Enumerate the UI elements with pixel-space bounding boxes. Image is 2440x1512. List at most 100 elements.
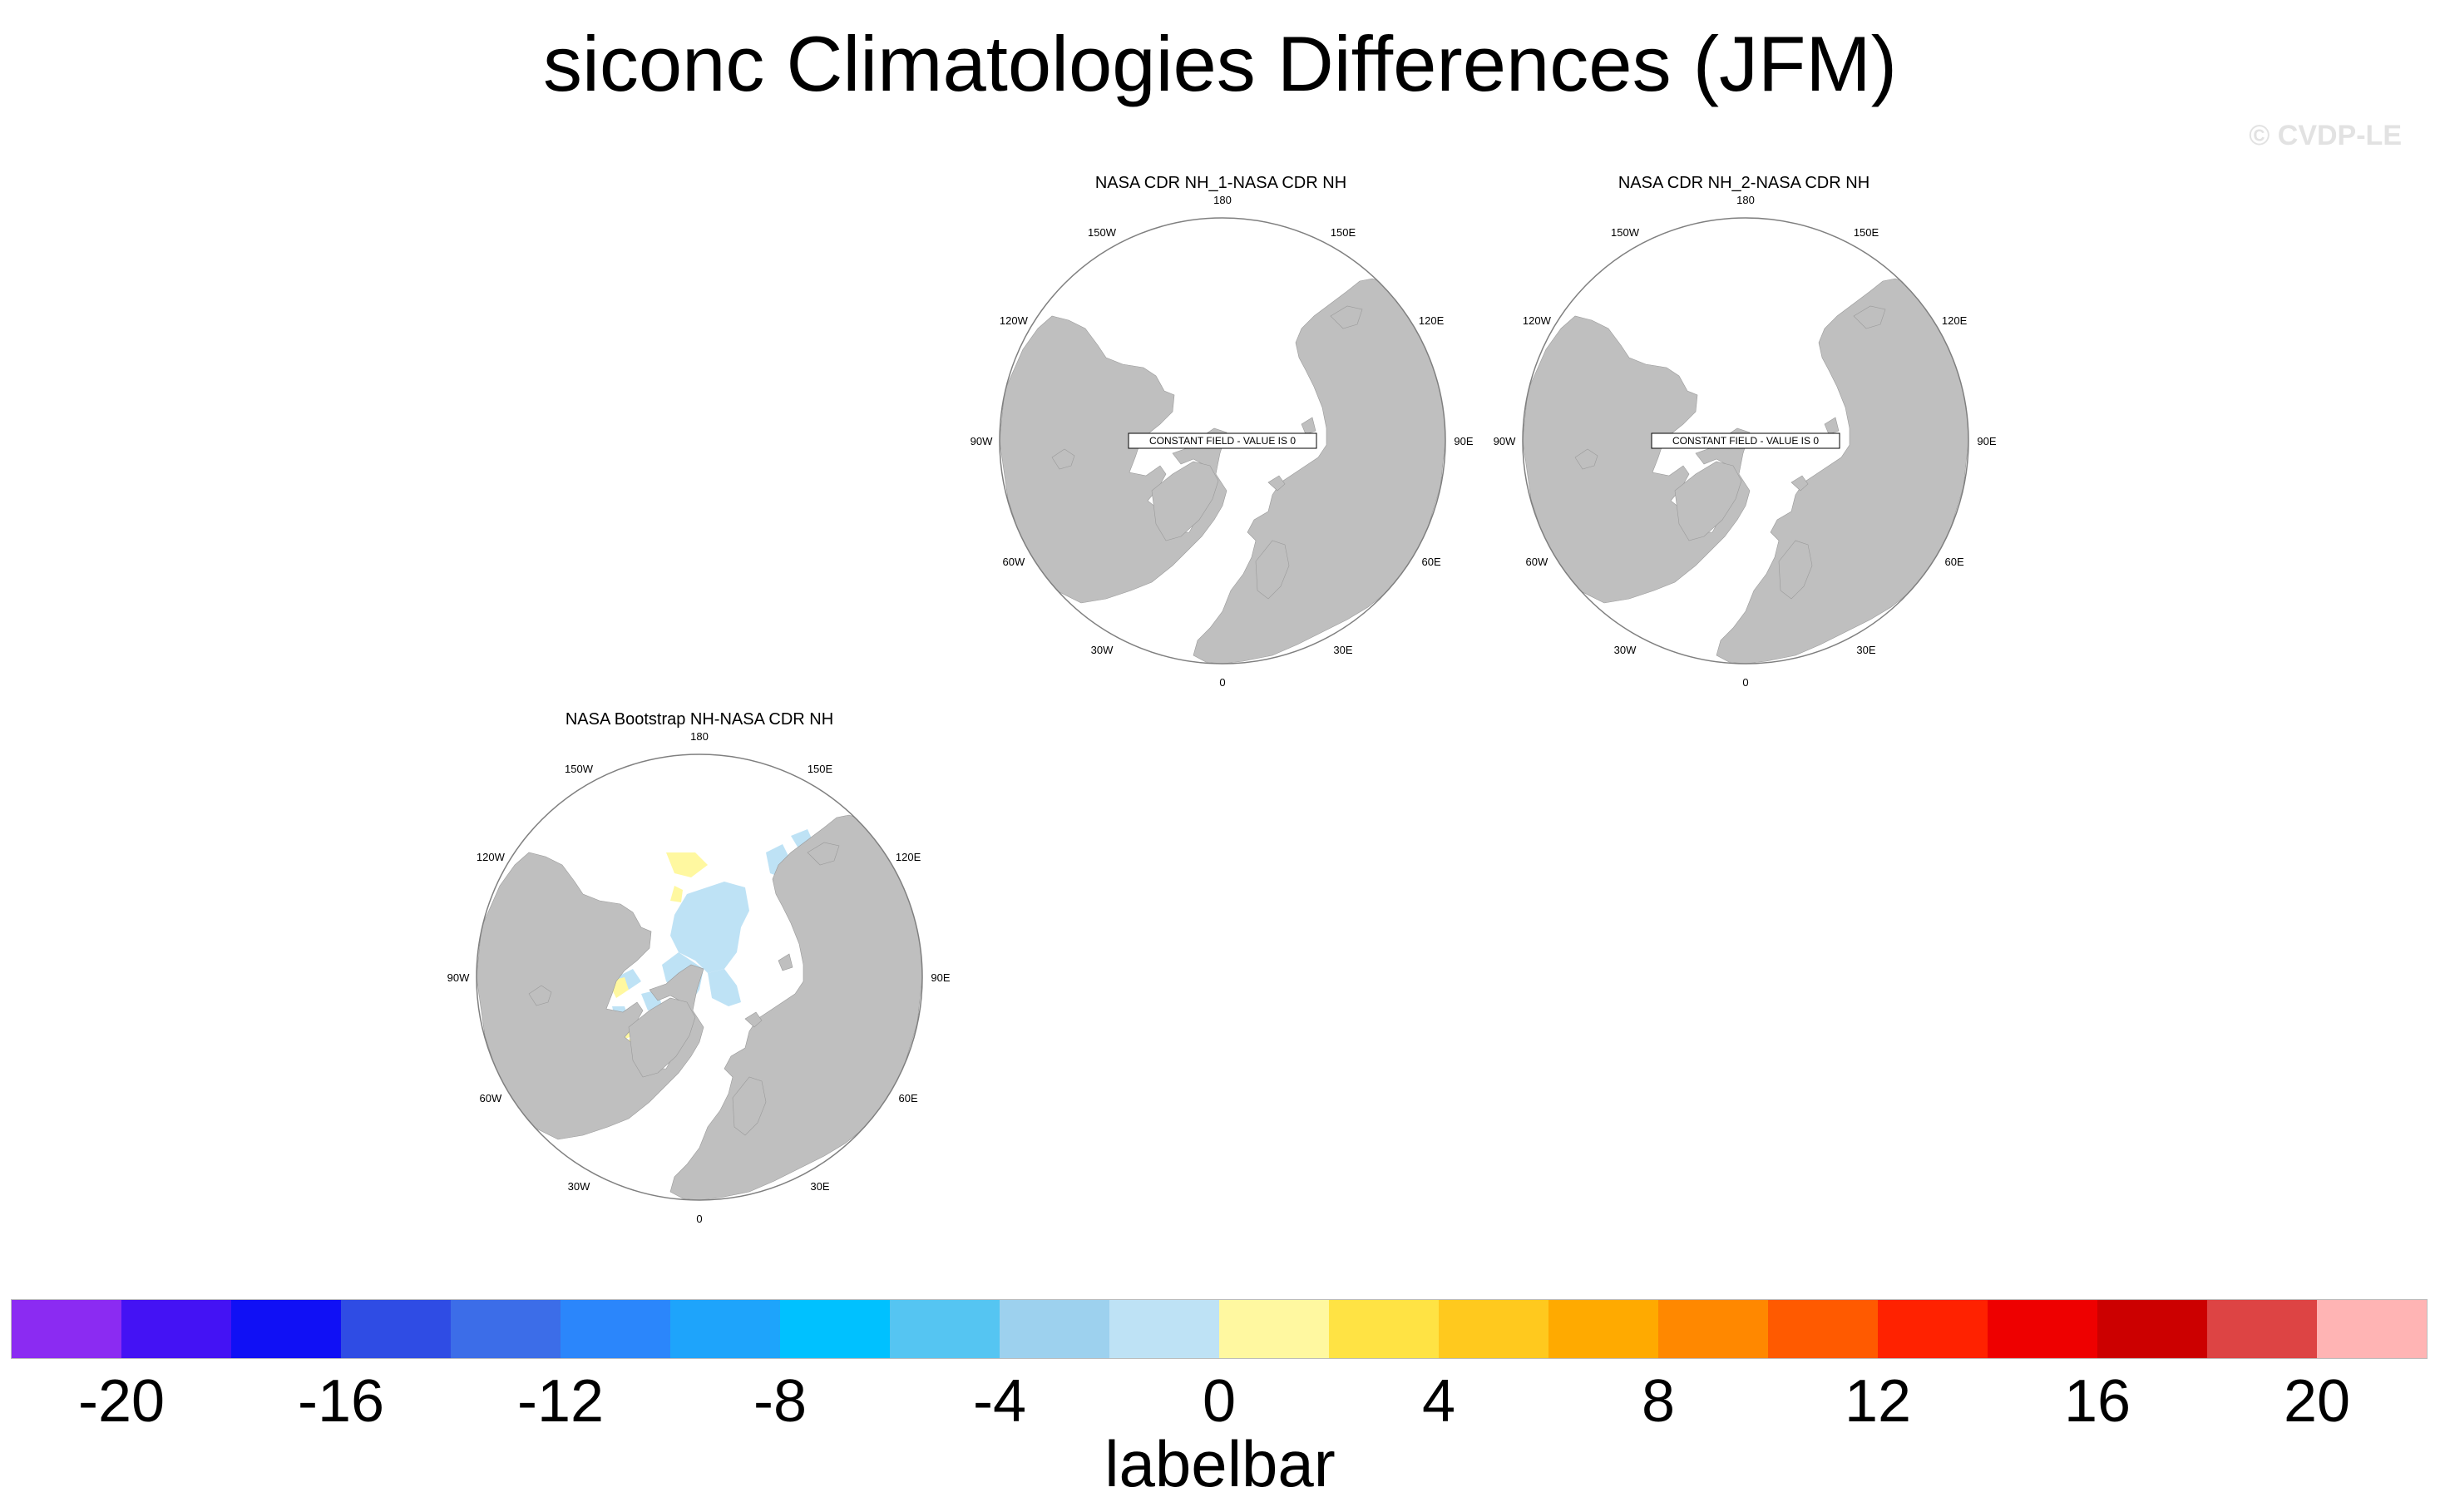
labelbar-swatch [670, 1300, 780, 1358]
land-mass [1674, 461, 1742, 541]
labelbar-swatch [1109, 1300, 1219, 1358]
land-mass [1778, 540, 1813, 600]
longitude-label: 150E [808, 763, 833, 775]
labelbar-swatch [1658, 1300, 1768, 1358]
land-mass [744, 1011, 763, 1028]
longitude-label: 120W [1523, 314, 1552, 327]
labelbar-swatch [2097, 1300, 2207, 1358]
land-mass [1301, 417, 1316, 435]
polar-map-cdr-nh2: 180 150E 120E 90E 60E 30E 0 30W 60W 90W 120W 150W CO… [1494, 194, 1997, 689]
longitude-label: 90E [1977, 435, 1996, 447]
labelbar-tick-label: -16 [297, 1368, 385, 1435]
longitude-label: 150E [1854, 226, 1879, 239]
land-mass [628, 997, 696, 1078]
longitude-label: 60W [1526, 556, 1548, 568]
land-mass [807, 842, 840, 866]
constant-field-label: CONSTANT FIELD - VALUE IS 0 [1672, 435, 1819, 447]
panel-title-cdr-nh2: NASA CDR NH_2-NASA CDR NH [1618, 174, 1870, 192]
shading-positive [670, 886, 683, 902]
longitude-label: 30W [568, 1180, 590, 1193]
longitude-label: 120E [1419, 314, 1445, 327]
labelbar-tick-label: 16 [2063, 1368, 2131, 1435]
panel-title-bootstrap-nh: NASA Bootstrap NH-NASA CDR NH [565, 710, 834, 729]
labelbar-tick-label: 4 [1421, 1368, 1456, 1435]
labelbar-swatch [2207, 1300, 2317, 1358]
land-mass [1255, 540, 1290, 600]
longitude-label: 30E [810, 1180, 829, 1193]
labelbar-tick-label: 12 [1844, 1368, 1912, 1435]
longitude-label: 30W [1091, 644, 1114, 656]
land-mass [1330, 305, 1363, 329]
labelbar-swatch [12, 1300, 121, 1358]
labelbar-swatch [1329, 1300, 1439, 1358]
labelbar-swatch [780, 1300, 890, 1358]
land-mass [1853, 305, 1886, 329]
land-mass [1574, 448, 1598, 470]
labelbar-tick-label: 8 [1641, 1368, 1676, 1435]
longitude-label: 120W [1000, 314, 1029, 327]
longitude-label: 90W [1494, 435, 1516, 447]
longitude-label: 0 [1219, 676, 1225, 689]
labelbar-swatch [1439, 1300, 1548, 1358]
constant-field-box: CONSTANT FIELD - VALUE IS 0 [1651, 432, 1840, 449]
longitude-label: 150W [1088, 226, 1117, 239]
labelbar-swatch [1000, 1300, 1109, 1358]
map-boundary [999, 217, 1446, 665]
labelbar-tick-label: 20 [2283, 1368, 2351, 1435]
land-mass [778, 953, 793, 971]
labelbar-title: labelbar [1104, 1427, 1336, 1500]
map-layer [477, 814, 922, 1200]
longitude-label: 60E [899, 1092, 918, 1104]
longitude-label: 60E [1945, 556, 1964, 568]
longitude-label: 120E [896, 851, 921, 863]
figure-title: siconc Climatologies Differences (JFM) [542, 20, 1898, 107]
labelbar-swatch [341, 1300, 451, 1358]
longitude-label: 150E [1331, 226, 1356, 239]
labelbar-swatch [1988, 1300, 2097, 1358]
shading-positive [666, 852, 708, 877]
shading-negative [708, 969, 741, 1006]
polar-map-cdr-nh1: 180 150E 120E 90E 60E 30E 0 30W 60W 90W 120W 150W CO… [971, 194, 1474, 689]
longitude-label: 90E [1454, 435, 1473, 447]
labelbar-swatch [1548, 1300, 1658, 1358]
labelbar-swatch [1219, 1300, 1329, 1358]
longitude-label: 60W [1003, 556, 1025, 568]
labelbar-swatch [2317, 1300, 2427, 1358]
copyright-label: © CVDP-LE [2249, 120, 2402, 151]
longitude-label: 150W [565, 763, 594, 775]
land-mass [1824, 417, 1840, 435]
labelbar-tick-label: -4 [972, 1368, 1027, 1435]
labelbar-swatch [1768, 1300, 1878, 1358]
longitude-label: 0 [696, 1213, 702, 1225]
longitude-label: 0 [1742, 676, 1748, 689]
longitude-label: 180 [1736, 194, 1755, 206]
land-mass [1790, 475, 1809, 492]
longitude-label: 30E [1856, 644, 1875, 656]
longitude-label: 150W [1611, 226, 1640, 239]
constant-field-label: CONSTANT FIELD - VALUE IS 0 [1149, 435, 1296, 447]
longitude-label: 30W [1614, 644, 1637, 656]
longitude-label: 90W [447, 971, 470, 984]
map-boundary [1522, 217, 1969, 665]
labelbar-tick-label: -20 [77, 1368, 165, 1435]
map-layer [1000, 278, 1445, 664]
longitude-label: 90E [931, 971, 950, 984]
labelbar-swatch [561, 1300, 670, 1358]
shading-negative [616, 969, 641, 990]
longitude-label: 180 [1213, 194, 1232, 206]
labelbar-swatch [451, 1300, 561, 1358]
longitude-label: 120E [1942, 314, 1968, 327]
land-mass [1267, 475, 1286, 492]
longitude-label: 120W [477, 851, 506, 863]
labelbar-tick-label: 0 [1202, 1368, 1237, 1435]
labelbar-swatch [231, 1300, 341, 1358]
longitude-label: 180 [690, 730, 709, 743]
land-mass [732, 1076, 767, 1136]
panel-title-cdr-nh1: NASA CDR NH_1-NASA CDR NH [1094, 174, 1347, 192]
constant-field-box: CONSTANT FIELD - VALUE IS 0 [1128, 432, 1317, 449]
labelbar-swatch [121, 1300, 231, 1358]
polar-map-bootstrap-nh: 180 150E 120E 90E 60E 30E 0 30W 60W 90W 120W 150W [447, 730, 951, 1225]
longitude-label: 60E [1422, 556, 1441, 568]
labelbar-tick-label: -8 [753, 1368, 808, 1435]
land-mass [528, 985, 552, 1006]
